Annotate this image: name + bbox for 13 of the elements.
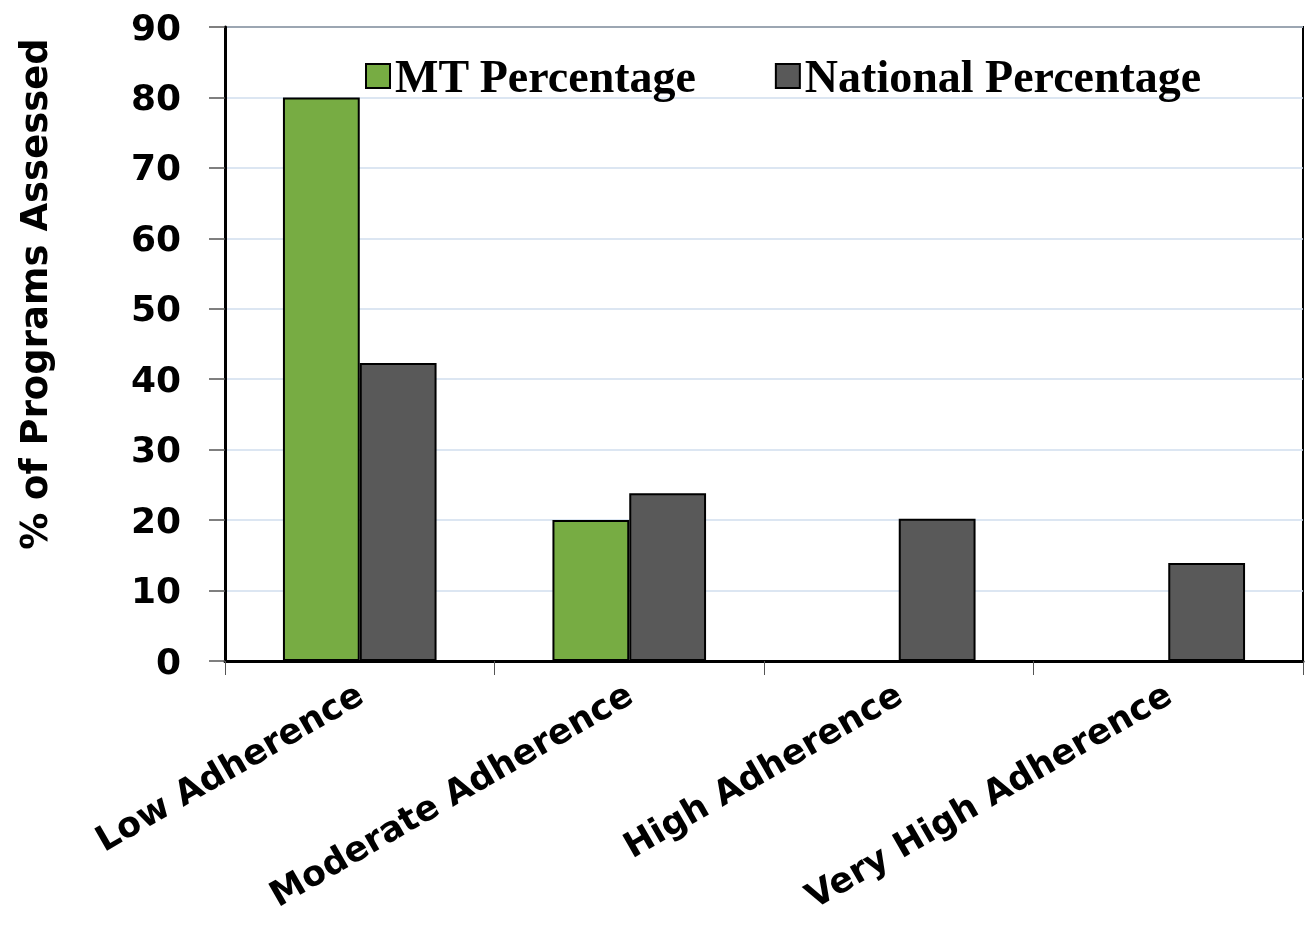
legend-label: MT Percentage [395,50,697,102]
y-tick-label: 10 [130,570,181,612]
y-tick-label: 80 [130,76,181,118]
y-tick-label: 60 [130,217,181,259]
y-tick-label: 40 [130,358,181,400]
y-tick-label: 30 [130,429,181,471]
y-axis-title: % of Programs Assessed [13,38,56,550]
y-tick-label: 50 [130,288,181,330]
y-tick-label: 90 [130,6,181,48]
y-tick-label: 0 [155,640,181,682]
legend-label: National Percentage [804,50,1202,102]
y-tick-label: 70 [130,147,181,189]
y-tick-label: 20 [130,499,181,541]
